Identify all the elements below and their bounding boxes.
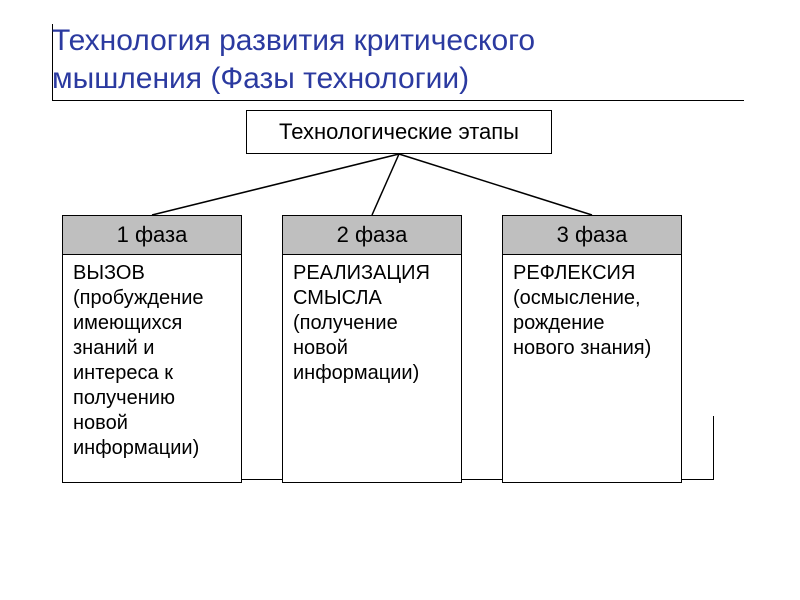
title-underline <box>52 100 744 101</box>
top-stage-box: Технологические этапы <box>246 110 552 154</box>
title-line-2: мышления (Фазы технологии) <box>52 62 469 95</box>
phase-body-2: РЕАЛИЗАЦИЯ СМЫСЛА (получение новой инфор… <box>282 255 462 483</box>
top-stage-label: Технологические этапы <box>247 111 551 153</box>
phase-body-3: РЕФЛЕКСИЯ (осмысление, рождение нового з… <box>502 255 682 483</box>
slide-title: Технология развития критического мышлени… <box>52 22 535 97</box>
phase-body-1: ВЫЗОВ (пробуждение имеющихся знаний и ин… <box>62 255 242 483</box>
phase-header-2: 2 фаза <box>282 215 462 255</box>
title-line-1: Технология развития критического <box>52 24 535 57</box>
phase-header-1: 1 фаза <box>62 215 242 255</box>
phase-header-3: 3 фаза <box>502 215 682 255</box>
